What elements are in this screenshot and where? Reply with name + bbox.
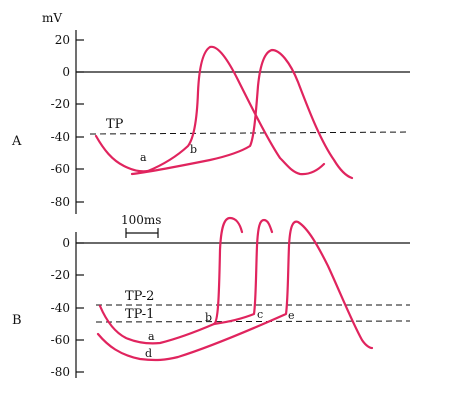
panel-b-tick-label: -60 — [51, 333, 70, 347]
panel-b-label: B — [12, 313, 22, 328]
panel-b-point-label: a — [148, 330, 155, 343]
panel-b: 0 -20 -40 -60 -80 100ms TP-2 TP-1 B — [12, 213, 411, 379]
panel-b-tick-label: -80 — [51, 365, 70, 379]
panel-a-label: A — [11, 134, 22, 149]
panel-b-point-label: e — [288, 309, 295, 322]
panel-b-tick-label: -40 — [51, 301, 70, 315]
panel-b-threshold-1-label: TP-1 — [125, 307, 154, 322]
panel-a-tick-label: -80 — [51, 195, 70, 209]
panel-a-tick-label: 20 — [55, 33, 70, 47]
panel-b-trace-a — [98, 216, 244, 345]
panel-a-threshold-line — [89, 131, 411, 135]
panel-b-point-label: b — [205, 311, 212, 324]
panel-a-tick-label: 0 — [62, 65, 70, 79]
panel-a-tick-label: -20 — [51, 97, 70, 111]
panel-b-point-label: d — [145, 347, 152, 360]
panel-b-threshold-1-line — [95, 320, 411, 323]
panel-b-tick-label: 0 — [62, 236, 70, 250]
panel-a-trace-b — [130, 48, 354, 180]
panel-a: 20 0 -20 -40 -60 -80 TP A a b — [11, 30, 411, 214]
panel-a-point-label: b — [190, 143, 197, 156]
panel-a-tick-label: -60 — [51, 162, 70, 176]
panel-b-tick-label: -20 — [51, 268, 70, 282]
panel-a-tick-label: -40 — [51, 130, 70, 144]
unit-label: mV — [42, 11, 62, 25]
panel-b-trace-d — [96, 220, 374, 362]
panel-b-trace-c — [212, 218, 274, 326]
panel-b-threshold-2-label: TP-2 — [125, 289, 154, 304]
scale-bar-label: 100ms — [121, 213, 161, 227]
panel-b-point-label: c — [257, 308, 263, 321]
panel-a-threshold-label: TP — [106, 117, 124, 132]
panel-a-point-label: a — [140, 151, 147, 164]
panel-a-trace-a — [94, 45, 326, 176]
